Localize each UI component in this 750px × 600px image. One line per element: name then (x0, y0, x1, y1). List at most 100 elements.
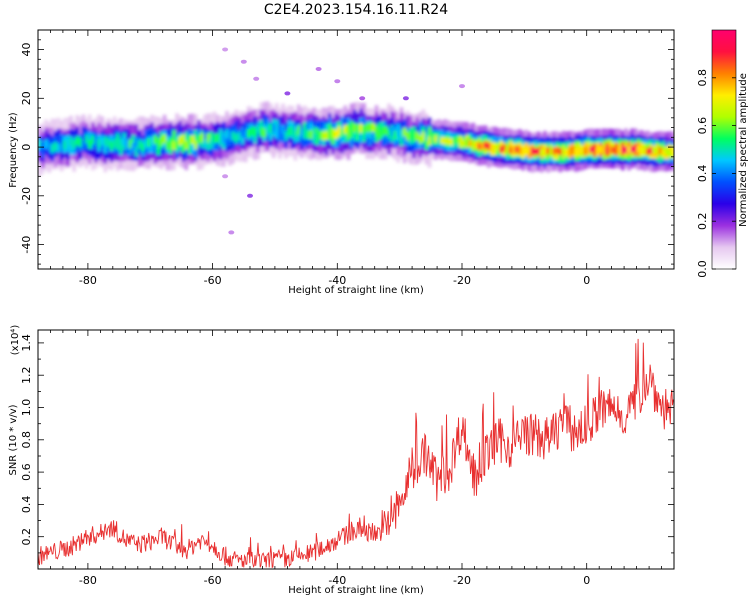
spectrogram-y-tick-label: -40 (20, 236, 33, 254)
spectrogram-cell (94, 136, 98, 145)
spectrogram-cell (574, 148, 578, 156)
snr-x-tick-label: -60 (204, 574, 222, 587)
spectrogram-cell (449, 138, 454, 146)
spectrogram-cell (402, 128, 407, 146)
spectrogram-cell (365, 123, 370, 133)
spectrogram-cell (543, 147, 547, 155)
spectrogram-cell (352, 123, 357, 133)
spectrogram-cell (296, 126, 301, 136)
snr-x-tick-label: -20 (453, 574, 471, 587)
spectrogram-cell (499, 145, 504, 153)
spectrogram-cell (393, 130, 398, 140)
spectrogram-cell (624, 146, 628, 154)
spectrogram-cell (352, 124, 357, 141)
colorbar-tick-label: 0.8 (696, 69, 709, 87)
spectrogram-cell (380, 126, 385, 136)
spectrogram-cell (568, 148, 572, 156)
spectrogram-cell (396, 127, 401, 137)
spectrogram-cell (100, 136, 105, 146)
spectrogram-cell (284, 131, 289, 141)
spectrogram-cell (586, 147, 591, 154)
spectrogram-cell (549, 148, 554, 156)
spectrogram-cell (221, 134, 226, 144)
spectrogram-cell (81, 141, 86, 150)
spectrogram-cell (493, 144, 497, 152)
spectrogram-cell (583, 147, 588, 155)
spectrogram-cell (203, 139, 207, 149)
spectrogram-marks (38, 30, 674, 269)
spectrogram-cell (474, 141, 479, 149)
spectrogram-cell (636, 145, 641, 153)
spectrogram-cell (664, 147, 669, 155)
spectrogram-cell (458, 137, 463, 145)
spectrogram-cell (299, 129, 304, 139)
spectrogram-y-tick-label: 20 (20, 91, 33, 105)
spectrogram-cell (172, 130, 176, 147)
spectrogram-cell (642, 147, 647, 155)
snr-y-ticks: 0.2 0.4 0.6 0.8 1.0 1.2 1.4 (20, 334, 674, 570)
spectrogram-cell (193, 140, 198, 150)
spectrogram-cell (59, 143, 64, 153)
spectrogram-cell (633, 144, 638, 152)
spectrogram-cell (571, 146, 575, 154)
spectrogram-cell (605, 147, 610, 155)
spectrogram-cell (47, 142, 52, 151)
spectrogram-cell (137, 139, 142, 149)
spectrogram-cell (346, 127, 351, 137)
spectrogram-cell (611, 146, 616, 154)
spectrogram-cell (552, 147, 557, 155)
spectrogram-cell (153, 135, 158, 144)
snr-y-tick-label: 0.6 (20, 463, 33, 481)
spectrogram-cell (246, 128, 251, 138)
spectrogram-cell (75, 136, 80, 146)
spectrogram-cell (468, 139, 472, 147)
spectrogram-cell (56, 134, 61, 152)
colorbar-tick-label: 0.0 (696, 260, 709, 278)
spectrogram-cell (181, 135, 186, 153)
spectrogram-cell (327, 130, 332, 140)
spectrogram-cell (412, 131, 416, 141)
colorbar-tick-label: 0.2 (696, 212, 709, 230)
spectrogram-cell (175, 140, 179, 150)
spectrogram-cell (112, 138, 117, 148)
spectrogram-cell (131, 143, 136, 152)
spectrogram-cell (480, 142, 485, 150)
spectrogram-noise-spot (228, 230, 235, 235)
spectrogram-cell (558, 148, 563, 156)
colorbar-ticks: 0.0 0.2 0.4 0.6 0.8 (696, 69, 736, 278)
snr-x-tick-label: -40 (328, 574, 346, 587)
spectrogram-cell (443, 137, 448, 145)
spectrogram-cell (159, 136, 164, 146)
colorbar-gradient (711, 29, 737, 270)
spectrogram-cell (228, 131, 232, 141)
spectrogram-cell (144, 139, 148, 149)
spectrogram-cell (56, 143, 61, 153)
spectrogram-cell (564, 149, 569, 156)
spectrogram-cell (38, 140, 42, 149)
spectrogram-cell (630, 145, 635, 153)
spectrogram-cell (374, 127, 379, 137)
snr-x-tick-label: 0 (583, 574, 590, 587)
spectrogram-cell (418, 134, 423, 144)
spectrogram-cell (209, 138, 214, 148)
spectrogram-cell (546, 147, 550, 155)
spectrogram-cell (234, 133, 239, 143)
spectrogram-cell (667, 149, 672, 157)
spectrogram-noise-spot (222, 174, 229, 179)
spectrogram-cell (627, 146, 631, 154)
spectrogram-cell (281, 126, 285, 143)
spectrogram-cell (577, 147, 582, 155)
spectrogram-cell (181, 134, 186, 144)
spectrogram-cell (44, 139, 48, 149)
spectrogram-cell (97, 138, 101, 148)
spectrogram-noise-spot (359, 96, 366, 101)
colorbar-label: Normalized spectral amplitude (738, 73, 749, 227)
spectrogram-cell (390, 127, 395, 137)
spectrogram-cell (524, 147, 529, 155)
spectrogram-cell (415, 132, 419, 150)
spectrogram-cell (218, 136, 223, 146)
spectrogram-cell (602, 146, 607, 154)
snr-x-axis-label: Height of straight line (km) (288, 585, 424, 596)
spectrogram-noise-spot (240, 59, 247, 64)
